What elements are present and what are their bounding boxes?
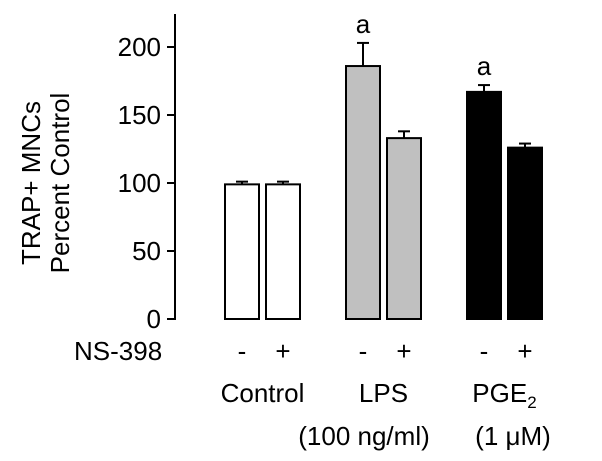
treatment-sign: + xyxy=(275,336,290,366)
bar-pge-minus xyxy=(466,90,502,320)
y-axis-title-line-2: Percent Control xyxy=(45,93,75,274)
y-tick-label: 50 xyxy=(132,236,161,266)
significance-label: a xyxy=(477,51,492,81)
bars: aa xyxy=(224,9,543,321)
treatment-sign: - xyxy=(359,336,368,366)
y-tick-label: 150 xyxy=(118,100,161,130)
bar-control-minus xyxy=(224,183,260,320)
group-label-control: Control xyxy=(221,378,305,408)
group-label-pge: PGE2 xyxy=(472,378,536,412)
bar-pge-plus xyxy=(507,146,543,320)
y-axis-title: TRAP+ MNCs Percent Control xyxy=(16,93,75,274)
group-sublabel-pge: (1 μM) xyxy=(475,421,551,451)
bar-lps-plus xyxy=(386,137,422,320)
bar-lps-minus xyxy=(345,65,381,321)
bar-control-plus xyxy=(265,183,301,320)
group-sublabel-lps: (100 ng/ml) xyxy=(298,421,430,451)
treatment-sign: - xyxy=(480,336,489,366)
y-tick-label: 100 xyxy=(118,168,161,198)
treatment-sign: + xyxy=(396,336,411,366)
group-label-lps: LPS xyxy=(359,378,408,408)
treatment-sign: + xyxy=(517,336,532,366)
y-tick-label: 0 xyxy=(147,304,161,334)
y-axis-title-line-1: TRAP+ MNCs xyxy=(16,101,46,265)
treatment-sign: - xyxy=(238,336,247,366)
axes: 0 50 100 150 200 xyxy=(118,14,176,334)
y-tick-label: 200 xyxy=(118,32,161,62)
labels: NS-398 - +Control- +LPS(100 ng/ml)- +PGE2(1… xyxy=(74,336,551,451)
significance-label: a xyxy=(356,9,371,39)
ns398-row-label: NS-398 xyxy=(74,336,162,366)
